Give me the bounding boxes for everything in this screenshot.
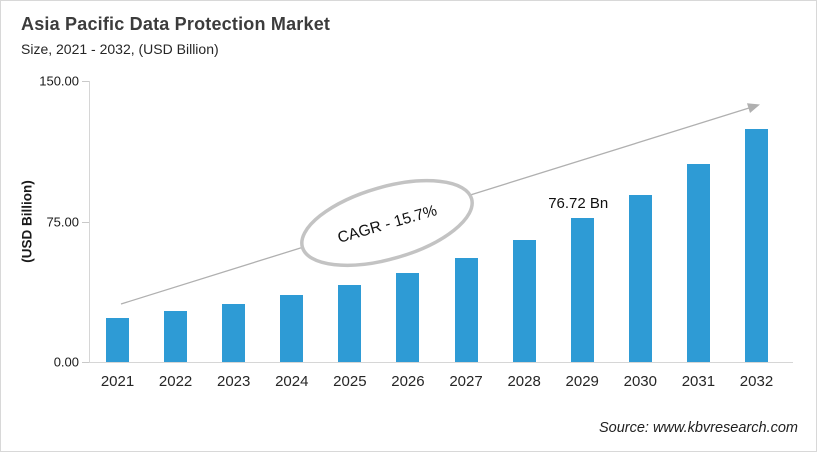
- chart-title: Asia Pacific Data Protection Market: [21, 14, 331, 34]
- y-tick-label-0: 0.00: [53, 354, 79, 370]
- x-tick-2027: 2027: [449, 373, 483, 390]
- source-note: Source: www.kbvresearch.com: [598, 420, 798, 436]
- bar-2024: [280, 294, 304, 362]
- x-tick-2032: 2032: [739, 373, 774, 390]
- chart-subtitle: Size, 2021 - 2032, (USD Billion): [21, 41, 219, 57]
- bar-2032: [744, 129, 768, 362]
- y-tick-mark-75: [82, 221, 89, 223]
- bar-2023: [222, 303, 246, 362]
- bar-2027: [454, 257, 478, 362]
- cagr-badge: CAGR - 15.7%: [300, 178, 474, 268]
- bar-2030: [628, 194, 652, 362]
- bar-2029: [570, 218, 594, 362]
- y-axis-line: [89, 81, 90, 363]
- x-tick-2028: 2028: [507, 373, 541, 390]
- y-tick-label-75: 75.00: [46, 214, 79, 229]
- bar-2021: [106, 317, 129, 362]
- bar-2026: [396, 272, 420, 362]
- x-tick-2031: 2031: [681, 373, 716, 390]
- bar-2025: [338, 284, 362, 362]
- bar-2028: [512, 240, 536, 362]
- y-tick-mark-0: [82, 362, 89, 363]
- x-tick-2022: 2022: [158, 373, 193, 390]
- x-tick-2029: 2029: [565, 373, 599, 390]
- x-axis-line: [89, 362, 793, 363]
- trend-arrow-head-icon: [747, 103, 760, 113]
- x-tick-2030: 2030: [623, 373, 657, 390]
- x-tick-2021: 2021: [100, 373, 135, 390]
- x-tick-2025: 2025: [333, 373, 367, 390]
- x-tick-2026: 2026: [391, 373, 425, 390]
- x-tick-2023: 2023: [216, 373, 251, 390]
- bar-2022: [164, 311, 188, 362]
- y-tick-label-150: 150.00: [39, 73, 79, 89]
- data-label-2029: 76.72 Bn: [548, 195, 609, 213]
- y-tick-mark-150: [82, 81, 89, 82]
- cagr-ellipse: [300, 178, 474, 268]
- x-tick-2024: 2024: [275, 373, 309, 390]
- bar-2031: [686, 163, 710, 362]
